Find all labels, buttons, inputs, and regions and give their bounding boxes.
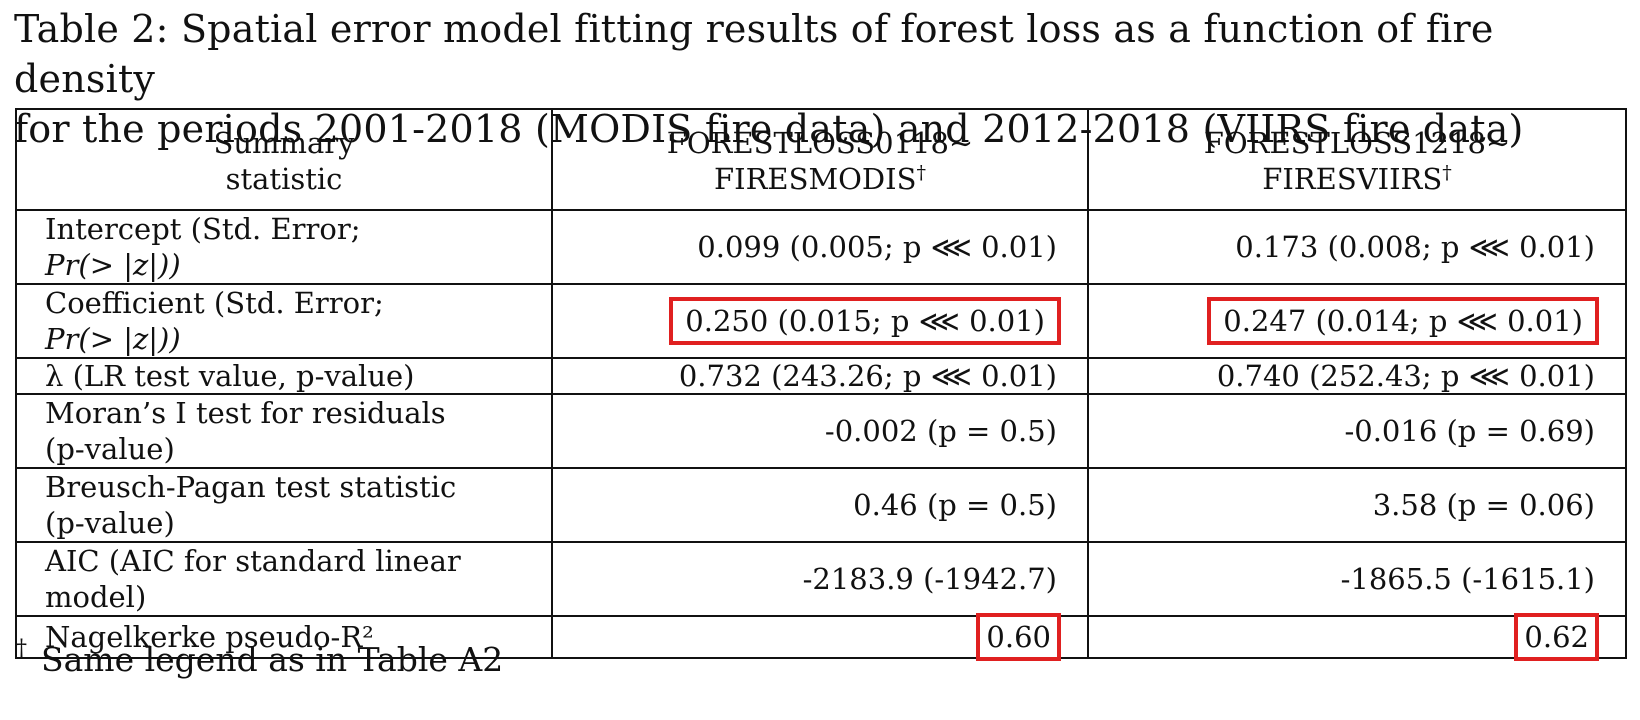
- cell-aic-modis: -2183.9 (-1942.7): [551, 541, 1089, 617]
- header-modis-model: FORESTLOSS0118∼ FIRESMODIS†: [551, 108, 1089, 211]
- cell-lambda-modis: 0.732 (243.26; p ⋘ 0.01): [551, 357, 1089, 395]
- table-row: Intercept (Std. Error; Pr(> |z|)) 0.099 …: [15, 209, 1627, 285]
- dagger-mark: †: [916, 160, 927, 183]
- cell-coefficient-modis: 0.250 (0.015; p ⋘ 0.01): [551, 283, 1089, 359]
- row-label-coefficient: Coefficient (Std. Error; Pr(> |z|)): [15, 283, 553, 359]
- cell-coefficient-viirs: 0.247 (0.014; p ⋘ 0.01): [1087, 283, 1627, 359]
- cell-lambda-viirs: 0.740 (252.43; p ⋘ 0.01): [1087, 357, 1627, 395]
- header-row: Summary statistic FORESTLOSS0118∼ FIRESM…: [15, 108, 1627, 211]
- table-row: Moran’s I test for residuals (p-value) -…: [15, 393, 1627, 469]
- cell-morans-i-modis: -0.002 (p = 0.5): [551, 393, 1089, 469]
- caption-line-1: Table 2: Spatial error model fitting res…: [14, 7, 1494, 101]
- highlight-box: 0.250 (0.015; p ⋘ 0.01): [669, 297, 1061, 345]
- table-row: λ (LR test value, p-value) 0.732 (243.26…: [15, 357, 1627, 395]
- cell-breusch-pagan-modis: 0.46 (p = 0.5): [551, 467, 1089, 543]
- row-label-lambda: λ (LR test value, p-value): [15, 357, 553, 395]
- table-row: Coefficient (Std. Error; Pr(> |z|)) 0.25…: [15, 283, 1627, 359]
- table-row: AIC (AIC for standard linear model) -218…: [15, 541, 1627, 617]
- dagger-mark: †: [1442, 160, 1452, 183]
- cell-morans-i-viirs: -0.016 (p = 0.69): [1087, 393, 1627, 469]
- table-row: Breusch-Pagan test statistic (p-value) 0…: [15, 467, 1627, 543]
- cell-nagelkerke-modis: 0.60: [551, 613, 1089, 661]
- cell-intercept-modis: 0.099 (0.005; p ⋘ 0.01): [551, 209, 1089, 285]
- table-row: Nagelkerke pseudo-R² 0.60 0.62: [15, 613, 1627, 661]
- table-footnote: † Same legend as in Table A2: [16, 638, 504, 680]
- cell-intercept-viirs: 0.173 (0.008; p ⋘ 0.01): [1087, 209, 1627, 285]
- row-label-morans-i: Moran’s I test for residuals (p-value): [15, 393, 553, 469]
- cell-nagelkerke-viirs: 0.62: [1087, 613, 1627, 661]
- row-label-breusch-pagan: Breusch-Pagan test statistic (p-value): [15, 467, 553, 543]
- row-label-nagelkerke: Nagelkerke pseudo-R²: [15, 615, 553, 659]
- row-label-aic: AIC (AIC for standard linear model): [15, 541, 553, 617]
- cell-breusch-pagan-viirs: 3.58 (p = 0.06): [1087, 467, 1627, 543]
- footnote-dagger: †: [16, 636, 27, 661]
- cell-aic-viirs: -1865.5 (-1615.1): [1087, 541, 1627, 617]
- header-viirs-model: FORESTLOSS1218∼ FIRESVIIRS†: [1087, 108, 1627, 211]
- results-table: Summary statistic FORESTLOSS0118∼ FIRESM…: [15, 108, 1627, 661]
- highlight-box: 0.62: [1514, 613, 1599, 661]
- footnote-text: Same legend as in Table A2: [41, 640, 504, 679]
- header-summary-statistic: Summary statistic: [15, 108, 553, 211]
- row-label-intercept: Intercept (Std. Error; Pr(> |z|)): [15, 209, 553, 285]
- highlight-box: 0.60: [976, 613, 1061, 661]
- highlight-box: 0.247 (0.014; p ⋘ 0.01): [1207, 297, 1599, 345]
